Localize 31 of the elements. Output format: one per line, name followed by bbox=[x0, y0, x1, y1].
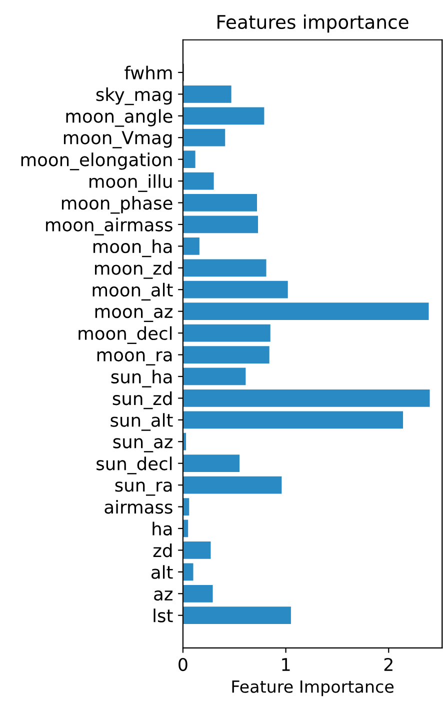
y-tick-label: sky_mag bbox=[96, 87, 172, 106]
y-tick-label: sun_alt bbox=[110, 413, 173, 431]
y-tick-label: moon_ra bbox=[97, 351, 172, 366]
y-tick-label: moon_az bbox=[95, 308, 172, 322]
x-tick-label: 0 bbox=[178, 658, 188, 672]
y-tick-label: moon_angle bbox=[66, 109, 172, 127]
y-tick-label: moon_alt bbox=[92, 282, 173, 301]
y-tick-label: moon_zd bbox=[95, 261, 172, 279]
y-tick-label: sun_ha bbox=[111, 370, 172, 388]
chart-title: Features importance bbox=[218, 14, 408, 33]
y-tick-label: lst bbox=[154, 608, 173, 622]
x-axis-title: Feature Importance bbox=[232, 680, 394, 696]
y-tick-label: alt bbox=[152, 565, 173, 579]
y-tick-label: zd bbox=[153, 543, 172, 558]
y-tick-label: moon_elongation bbox=[21, 152, 172, 170]
y-tick-label: moon_airmass bbox=[46, 218, 172, 236]
x-tick-label: 2 bbox=[384, 658, 392, 671]
y-tick-label: moon_decl bbox=[78, 326, 172, 344]
y-tick-label: sun_zd bbox=[112, 391, 172, 410]
y-tick-label: sun_az bbox=[113, 438, 172, 452]
y-tick-label: moon_Vmag bbox=[64, 131, 172, 148]
y-tick-label: moon_ha bbox=[93, 239, 172, 258]
y-tick-label: fwhm bbox=[124, 66, 172, 80]
y-tick-label: ha bbox=[152, 522, 172, 536]
y-tick-label: az bbox=[154, 590, 172, 601]
y-tick-label: sun_decl bbox=[96, 456, 172, 474]
y-tick-label: moon_phase bbox=[62, 196, 172, 214]
y-tick-label: sun_ra bbox=[115, 482, 172, 496]
y-tick-label: airmass bbox=[104, 500, 172, 514]
y-tick-label: moon_illu bbox=[90, 174, 172, 192]
x-tick-label: 1 bbox=[282, 658, 290, 671]
